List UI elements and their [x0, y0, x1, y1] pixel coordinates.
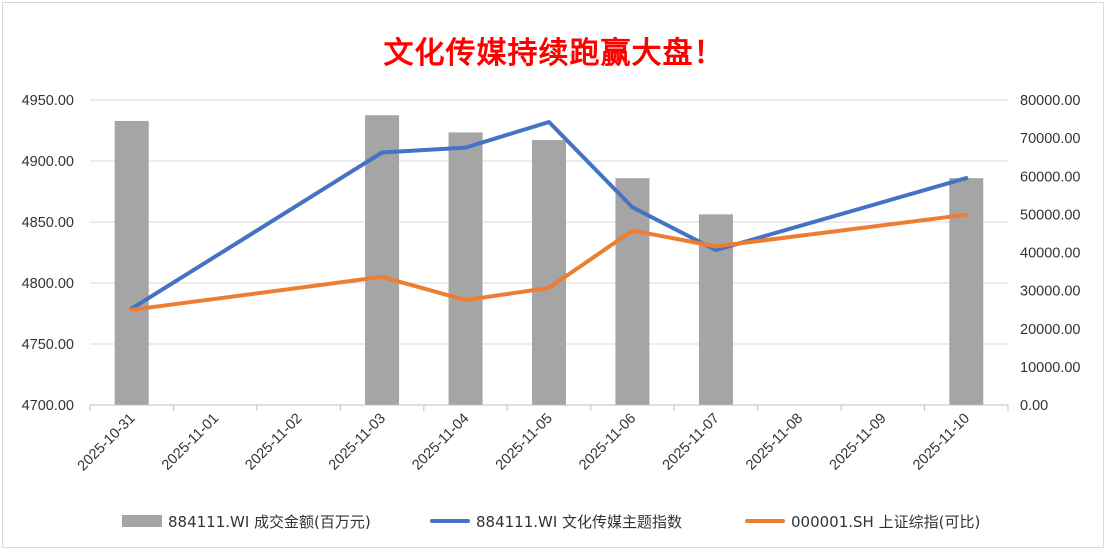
legend-item-media-index: 884111.WI 文化传媒主题指数 — [430, 508, 682, 534]
y-right-tick-label: 40000.00 — [1020, 246, 1080, 262]
x-tick-label: 2025-11-01 — [159, 411, 222, 474]
legend-item-volume: 884111.WI 成交金额(百万元) — [122, 508, 371, 534]
x-tick-label: 2025-11-05 — [493, 411, 556, 474]
legend-swatch-media-index — [430, 519, 470, 523]
y-right-tick-label: 0.00 — [1020, 398, 1048, 414]
x-tick-label: 2025-11-02 — [242, 411, 305, 474]
legend-swatch-volume — [122, 515, 162, 527]
bar — [949, 178, 984, 405]
y-right-tick-label: 70000.00 — [1020, 131, 1080, 147]
legend-label-media-index: 884111.WI 文化传媒主题指数 — [476, 512, 683, 531]
x-tick-label: 2025-11-10 — [910, 411, 973, 474]
legend-item-sse-index: 000001.SH 上证综指(可比) — [745, 508, 980, 534]
bar — [365, 115, 400, 405]
y-right-tick-label: 80000.00 — [1020, 93, 1080, 109]
y-right-tick-label: 50000.00 — [1020, 207, 1080, 223]
y-left-tick-label: 4850.00 — [22, 215, 74, 231]
legend: 884111.WI 成交金额(百万元) 884111.WI 文化传媒主题指数 0… — [0, 508, 1108, 534]
series-line — [129, 212, 969, 312]
y-right-tick-label: 60000.00 — [1020, 169, 1080, 185]
bar — [615, 178, 650, 405]
bar — [532, 140, 566, 405]
y-left-tick-label: 4950.00 — [22, 93, 74, 109]
bar-series — [114, 115, 984, 405]
y-left-tick-label: 4900.00 — [22, 154, 74, 170]
x-tick-label: 2025-10-31 — [75, 411, 139, 475]
y-right-tick-label: 20000.00 — [1020, 322, 1080, 338]
y-right-tick-label: 10000.00 — [1020, 360, 1080, 376]
x-tick-label: 2025-11-07 — [660, 411, 723, 474]
bar — [114, 120, 149, 405]
x-tick-label: 2025-11-08 — [743, 411, 806, 474]
legend-swatch-sse-index — [745, 519, 785, 523]
x-tick-label: 2025-11-09 — [827, 411, 890, 474]
legend-label-sse-index: 000001.SH 上证综指(可比) — [791, 512, 981, 531]
chart-title: 文化传媒持续跑赢大盘！ — [383, 36, 725, 71]
legend-label-volume: 884111.WI 成交金额(百万元) — [168, 512, 371, 531]
y-right-tick-label: 30000.00 — [1020, 284, 1080, 300]
y-left-tick-label: 4700.00 — [22, 398, 74, 414]
y-left-tick-label: 4750.00 — [22, 337, 74, 353]
x-tick-label: 2025-11-06 — [576, 411, 639, 474]
x-tick-label: 2025-11-04 — [409, 411, 472, 474]
y-left-tick-label: 4800.00 — [22, 276, 74, 292]
x-tick-label: 2025-11-03 — [326, 411, 389, 474]
bar — [448, 132, 483, 405]
line-series — [129, 120, 969, 312]
series-line — [129, 120, 969, 311]
